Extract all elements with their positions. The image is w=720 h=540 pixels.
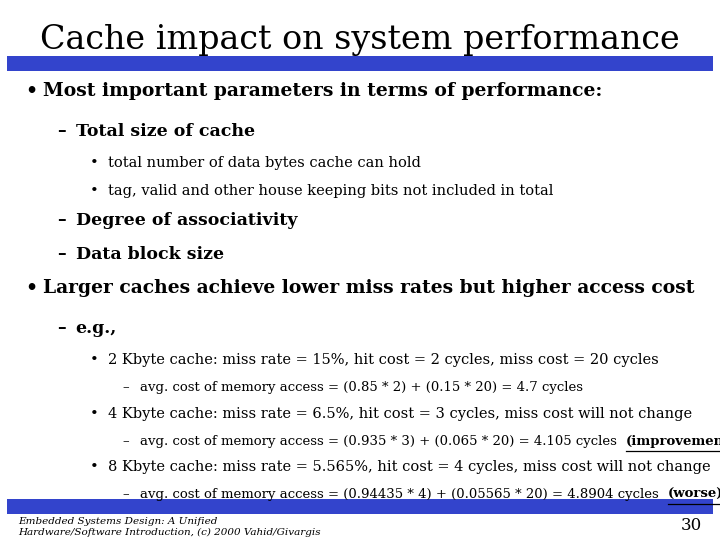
Text: –: – <box>122 488 129 501</box>
Text: Embedded Systems Design: A Unified
Hardware/Software Introduction, (c) 2000 Vahi: Embedded Systems Design: A Unified Hardw… <box>18 517 320 537</box>
Text: –: – <box>58 246 66 262</box>
Text: Most important parameters in terms of performance:: Most important parameters in terms of pe… <box>43 82 603 100</box>
Text: total number of data bytes cache can hold: total number of data bytes cache can hol… <box>108 156 421 170</box>
Text: 2 Kbyte cache: miss rate = 15%, hit cost = 2 cycles, miss cost = 20 cycles: 2 Kbyte cache: miss rate = 15%, hit cost… <box>108 353 659 367</box>
Text: Data block size: Data block size <box>76 246 224 262</box>
Bar <box>7 56 713 71</box>
Text: –: – <box>122 381 129 394</box>
Text: •: • <box>90 460 99 474</box>
Text: 4 Kbyte cache: miss rate = 6.5%, hit cost = 3 cycles, miss cost will not change: 4 Kbyte cache: miss rate = 6.5%, hit cos… <box>108 407 692 421</box>
Text: –: – <box>58 320 66 336</box>
Text: 30: 30 <box>680 517 702 534</box>
Text: tag, valid and other house keeping bits not included in total: tag, valid and other house keeping bits … <box>108 184 554 198</box>
Text: Cache impact on system performance: Cache impact on system performance <box>40 24 680 56</box>
Text: •: • <box>25 82 37 100</box>
Text: –: – <box>58 123 66 139</box>
Bar <box>7 499 713 514</box>
Text: Total size of cache: Total size of cache <box>76 123 255 139</box>
Text: e.g.,: e.g., <box>76 320 117 336</box>
Text: •: • <box>90 184 99 198</box>
Text: 8 Kbyte cache: miss rate = 5.565%, hit cost = 4 cycles, miss cost will not chang: 8 Kbyte cache: miss rate = 5.565%, hit c… <box>108 460 711 474</box>
Text: –: – <box>58 212 66 229</box>
Text: •: • <box>90 407 99 421</box>
Text: –: – <box>122 435 129 448</box>
Text: avg. cost of memory access = (0.935 * 3) + (0.065 * 20) = 4.105 cycles: avg. cost of memory access = (0.935 * 3)… <box>140 435 626 448</box>
Text: Degree of associativity: Degree of associativity <box>76 212 297 229</box>
Text: (worse): (worse) <box>667 488 720 501</box>
Text: avg. cost of memory access = (0.94435 * 4) + (0.05565 * 20) = 4.8904 cycles: avg. cost of memory access = (0.94435 * … <box>140 488 667 501</box>
Text: (improvement): (improvement) <box>626 435 720 448</box>
Text: •: • <box>25 279 37 297</box>
Text: avg. cost of memory access = (0.85 * 2) + (0.15 * 20) = 4.7 cycles: avg. cost of memory access = (0.85 * 2) … <box>140 381 583 394</box>
Text: •: • <box>90 156 99 170</box>
Text: •: • <box>90 353 99 367</box>
Text: Larger caches achieve lower miss rates but higher access cost: Larger caches achieve lower miss rates b… <box>43 279 695 297</box>
